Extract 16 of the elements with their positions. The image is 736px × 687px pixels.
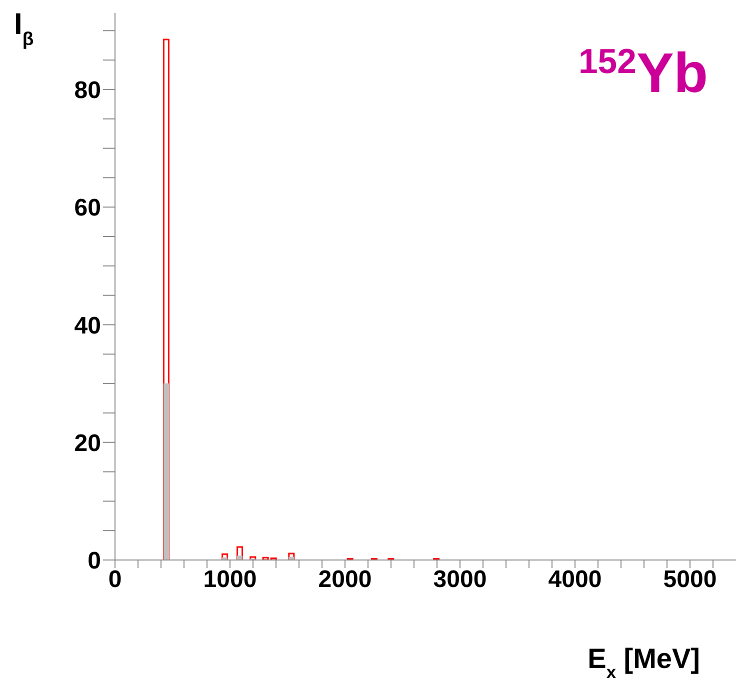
y-tick-label: 60 (74, 194, 101, 222)
annotation: $^{152}$Yb (578, 41, 708, 104)
x-axis-title: E$_{x}$ [MeV] (588, 643, 700, 682)
bar (163, 383, 169, 560)
x-tick-label: 2000 (318, 566, 372, 594)
y-tick-label: 40 (74, 312, 101, 340)
y-tick-label: 80 (74, 76, 101, 104)
bar (237, 556, 243, 560)
y-tick-label: 0 (88, 548, 101, 575)
x-tick-label: 4000 (548, 566, 602, 594)
x-tick-label: 1000 (203, 566, 257, 594)
x-tick-label: 5000 (663, 566, 717, 594)
y-axis-title: I$_{β}$ (14, 8, 34, 48)
y-tick-label: 20 (74, 430, 101, 457)
x-tick-label: 0 (108, 566, 122, 594)
x-tick-label: 3000 (433, 566, 487, 594)
